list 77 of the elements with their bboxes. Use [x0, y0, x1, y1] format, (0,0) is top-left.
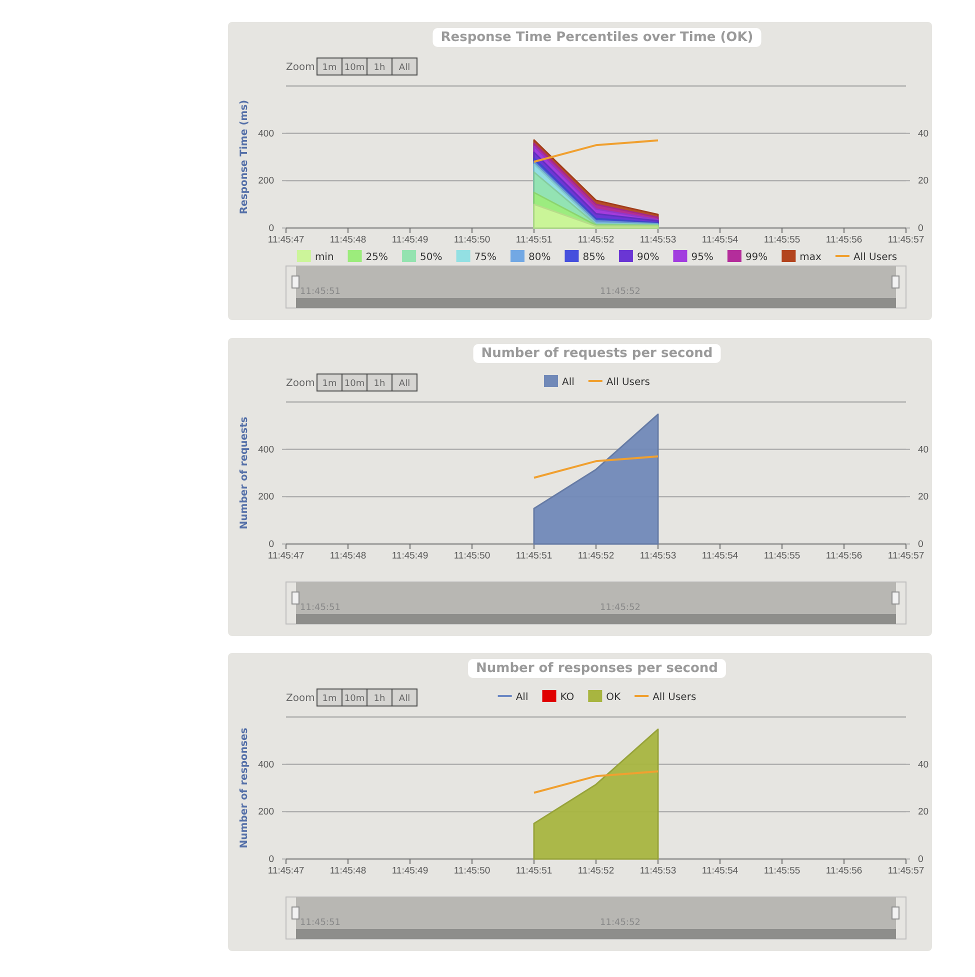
x-tick-label: 11:45:55 — [764, 866, 800, 877]
x-tick-label: 11:45:48 — [330, 866, 366, 877]
y2-tick-label: 0 — [918, 539, 924, 550]
y-tick-label: 200 — [258, 492, 274, 503]
x-tick-label: 11:45:48 — [330, 550, 366, 562]
x-tick-label: 11:45:56 — [826, 550, 862, 562]
x-tick-label: 11:45:51 — [516, 234, 552, 246]
y-tick-label: 400 — [258, 759, 274, 770]
y-tick-label: 200 — [258, 806, 274, 818]
y-axis-title: Response Time (ms) — [239, 100, 250, 214]
legend-label: KO — [560, 692, 574, 703]
x-tick-label: 11:45:54 — [702, 866, 738, 877]
x-tick-label: 11:45:50 — [454, 550, 490, 562]
x-tick-label: 11:45:56 — [826, 234, 862, 246]
x-tick-label: 11:45:50 — [454, 234, 490, 246]
y-tick-label: 400 — [258, 444, 274, 456]
chart-title: Number of responses per second — [476, 661, 718, 676]
x-tick-label: 11:45:47 — [268, 866, 304, 877]
x-tick-label: 11:45:51 — [516, 550, 552, 562]
legend-label: All Users — [853, 252, 898, 263]
legend-label: 95% — [691, 252, 714, 263]
legend-label: min — [314, 252, 334, 263]
zoom-buttons: Zoom 1m 10m 1h All — [286, 374, 418, 392]
y-tick-label: 0 — [268, 854, 274, 866]
x-tick-label: 11:45:52 — [578, 866, 614, 877]
x-tick-label: 11:45:50 — [454, 866, 490, 877]
x-tick-label: 11:45:55 — [764, 550, 800, 562]
y-axis-title: Number of requests — [239, 416, 250, 530]
x-tick-label: 11:45:47 — [268, 234, 304, 246]
y2-tick-label: 0 — [918, 223, 924, 234]
legend-label: 80% — [528, 252, 551, 263]
legend-label: 75% — [474, 252, 496, 263]
x-tick-label: 11:45:51 — [516, 866, 552, 877]
legend-label: All — [562, 377, 574, 388]
x-tick-label: 11:45:53 — [640, 234, 676, 246]
x-tick-label: 11:45:52 — [578, 234, 614, 246]
y2-tick-label: 20 — [918, 176, 929, 187]
y-tick-label: 0 — [268, 539, 274, 550]
chart-title: Response Time Percentiles over Time (OK) — [440, 30, 754, 45]
y2-tick-label: 40 — [918, 759, 929, 770]
y2-tick-label: 20 — [918, 492, 929, 503]
x-tick-label: 11:45:53 — [640, 866, 676, 877]
x-tick-label: 11:45:49 — [392, 234, 428, 246]
legend-label: 25% — [366, 252, 388, 263]
zoom-buttons: Zoom 1m 10m 1h All — [286, 58, 418, 76]
y2-tick-label: 40 — [918, 444, 929, 456]
legend-label: 85% — [582, 252, 605, 263]
x-tick-label: 11:45:48 — [330, 234, 366, 246]
x-tick-label: 11:45:57 — [888, 234, 924, 246]
x-tick-label: 11:45:53 — [640, 550, 676, 562]
x-tick-label: 11:45:54 — [702, 550, 738, 562]
y2-tick-label: 40 — [918, 128, 929, 140]
y-axis-title: Number of responses — [239, 728, 250, 848]
legend-label: All Users — [652, 692, 696, 703]
y-tick-label: 200 — [258, 176, 274, 187]
legend-label: OK — [606, 692, 622, 703]
x-tick-label: 11:45:56 — [826, 866, 862, 877]
legend-label: 99% — [745, 252, 768, 263]
y-tick-label: 0 — [268, 223, 274, 234]
x-tick-label: 11:45:49 — [392, 866, 428, 877]
legend-label: 90% — [636, 252, 660, 263]
legend-label: All — [516, 692, 528, 703]
legend-label: All Users — [606, 377, 650, 388]
y2-tick-label: 20 — [918, 806, 929, 818]
x-tick-label: 11:45:49 — [392, 550, 428, 562]
zoom-buttons: Zoom 1m 10m 1h All — [286, 688, 418, 706]
x-tick-label: 11:45:57 — [888, 550, 924, 562]
legend-label: max — [800, 252, 822, 263]
x-tick-label: 11:45:55 — [764, 234, 800, 246]
x-tick-label: 11:45:52 — [578, 550, 614, 562]
x-tick-label: 11:45:57 — [888, 866, 924, 877]
chart-title: Number of requests per second — [481, 346, 713, 361]
y-tick-label: 400 — [258, 128, 274, 140]
x-tick-label: 11:45:47 — [268, 550, 304, 562]
legend-label: 50% — [420, 252, 442, 263]
x-tick-label: 11:45:54 — [702, 234, 738, 246]
y2-tick-label: 0 — [918, 854, 924, 866]
